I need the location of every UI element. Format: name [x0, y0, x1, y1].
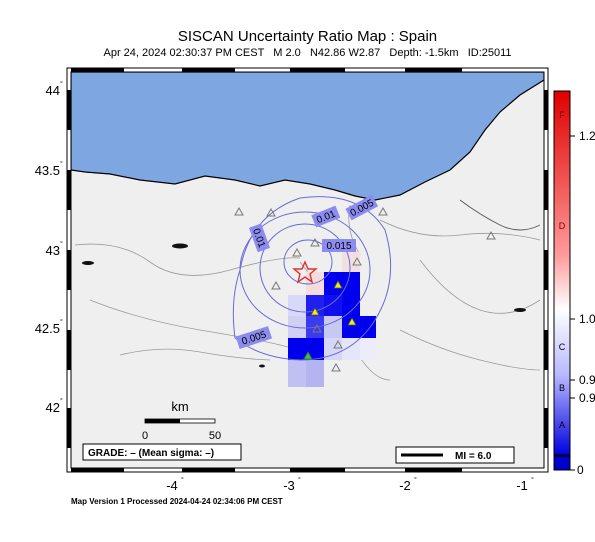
svg-text:0.9: 0.9: [579, 373, 595, 387]
svg-text:°: °: [60, 240, 63, 248]
svg-text:km: km: [171, 399, 188, 414]
grade-box: GRADE: – (Mean sigma: –): [82, 443, 242, 461]
svg-text:0.015: 0.015: [326, 241, 351, 252]
longitude-labels: -4 -3 -2 -1: [166, 478, 528, 493]
map-title: SISCAN Uncertainty Ratio Map : Spain: [177, 28, 438, 45]
svg-text:F: F: [559, 110, 565, 120]
mi-legend: MI = 6.0: [395, 446, 515, 464]
svg-text:D: D: [559, 221, 566, 231]
stations-open: [234, 206, 496, 372]
svg-text:A: A: [559, 420, 565, 430]
colorbar: F D C B A 1.2 1.0 0.9 0.9 0: [553, 90, 595, 477]
svg-text:42.5: 42.5: [35, 321, 60, 336]
map-subtitle: Apr 24, 2024 02:30:37 PM CEST M 2.0 N42.…: [103, 47, 512, 59]
svg-text:-4: -4: [166, 478, 178, 493]
epicenter-star-icon: [292, 260, 318, 284]
scale-bar: km 0 50: [142, 399, 221, 442]
svg-text:43: 43: [46, 243, 60, 258]
svg-text:°: °: [298, 476, 301, 484]
svg-text:43.5: 43.5: [35, 163, 60, 178]
station-green: [303, 351, 313, 360]
svg-text:-3: -3: [283, 478, 295, 493]
svg-text:°: °: [414, 476, 417, 484]
coast-detail: [459, 199, 541, 231]
map-area: 0.005 0.01 0.01 0.015 0.005: [71, 72, 544, 468]
contours: [232, 196, 392, 361]
lat-degree-marks: ° ° ° ° °: [60, 80, 63, 405]
processing-footer: Map Version 1 Processed 2024-04-24 02:34…: [71, 497, 283, 506]
svg-text:°: °: [531, 476, 534, 484]
svg-text:44: 44: [46, 83, 60, 98]
svg-text:50: 50: [209, 430, 221, 442]
sea-area: [71, 72, 544, 201]
svg-text:0: 0: [142, 430, 148, 442]
svg-text:-2: -2: [399, 478, 411, 493]
svg-text:°: °: [60, 160, 63, 168]
svg-text:42: 42: [46, 400, 60, 415]
svg-text:C: C: [559, 342, 566, 352]
svg-text:°: °: [60, 397, 63, 405]
svg-text:B: B: [559, 383, 565, 393]
svg-text:MI = 6.0: MI = 6.0: [455, 451, 492, 462]
svg-text:1.2: 1.2: [579, 129, 595, 143]
latitude-labels: 44 43.5 43 42.5 42: [35, 83, 60, 415]
svg-text:0: 0: [577, 463, 584, 477]
lakes: [82, 243, 526, 368]
map-frame: [66, 67, 549, 473]
svg-text:GRADE: – (Mean sigma: –): GRADE: – (Mean sigma: –): [88, 448, 214, 459]
stations-used: [310, 280, 357, 326]
lon-degree-marks: ° ° ° °: [181, 476, 534, 484]
svg-text:-1: -1: [516, 478, 528, 493]
svg-text:0.9: 0.9: [579, 391, 595, 405]
svg-text:1.0: 1.0: [579, 312, 595, 326]
svg-text:°: °: [181, 476, 184, 484]
svg-text:°: °: [60, 80, 63, 88]
svg-text:°: °: [60, 318, 63, 326]
